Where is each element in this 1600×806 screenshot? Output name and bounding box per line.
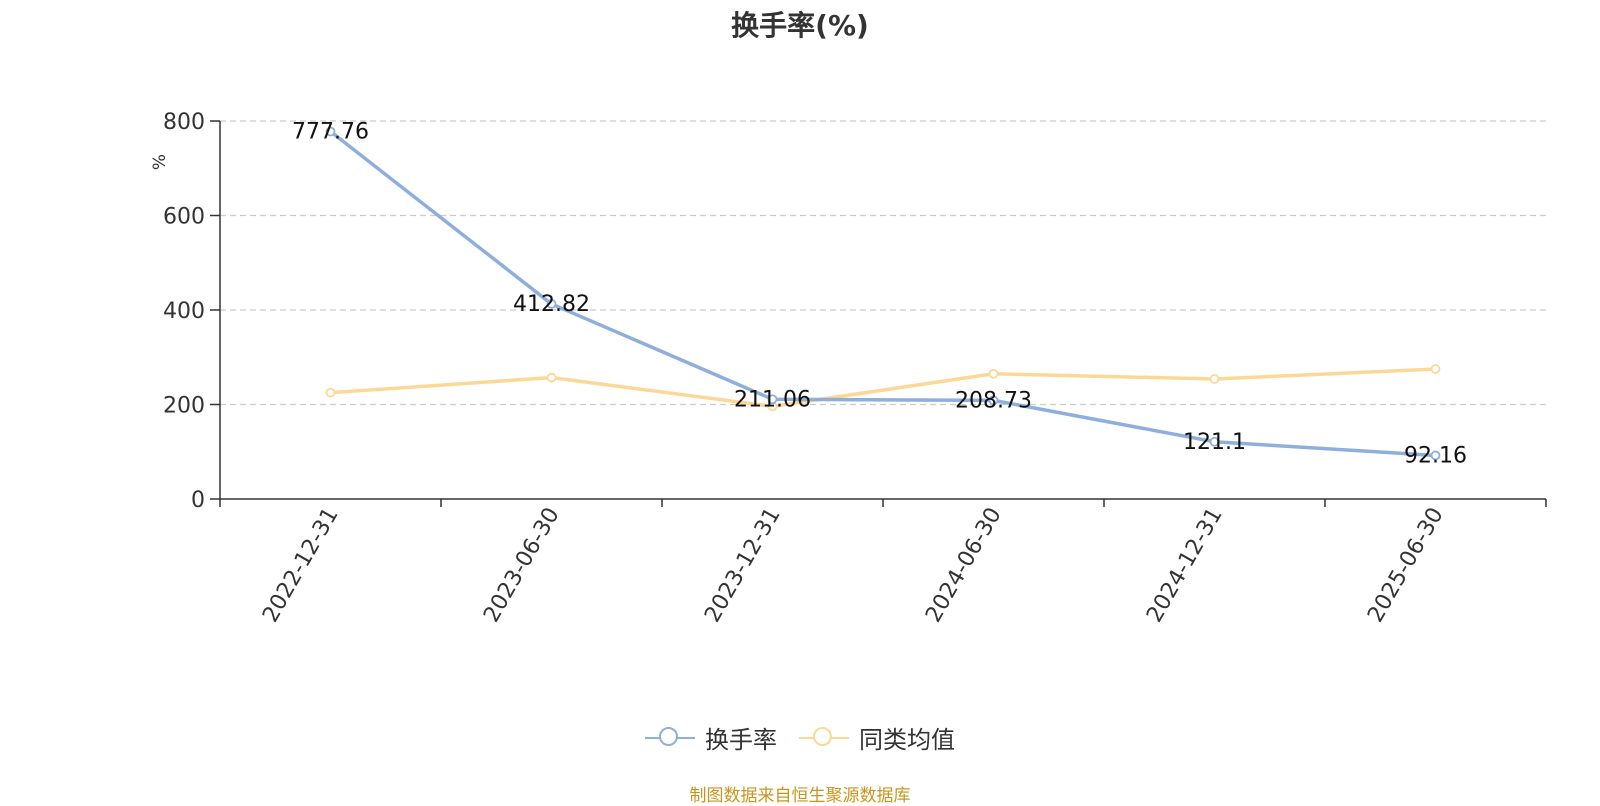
- y-tick-label: 0: [191, 488, 205, 513]
- legend: 换手率 同类均值: [0, 720, 1600, 755]
- data-point: [1430, 450, 1441, 461]
- data-point: [546, 372, 557, 383]
- grid-lines: [220, 120, 1546, 406]
- data-point: [1430, 364, 1441, 374]
- data-point: [988, 395, 999, 406]
- y-tick-label: 600: [163, 205, 205, 230]
- chart-title: 换手率(%): [731, 9, 869, 42]
- legend-symbol-icon: [645, 725, 695, 751]
- data-label: 121.1: [1183, 430, 1246, 455]
- source-note: 制图数据来自恒生聚源数据库: [689, 786, 911, 806]
- x-tick-label: 2024-06-30: [921, 504, 1007, 627]
- series-line: [330, 367, 1436, 409]
- x-tick-label: 2022-12-31: [258, 504, 344, 627]
- data-label: 211.06: [734, 387, 811, 412]
- data-point: [767, 394, 778, 405]
- data-point: [325, 387, 336, 398]
- y-tick-label: 200: [163, 394, 205, 419]
- x-tick-label: 2023-06-30: [479, 504, 565, 627]
- x-tick-label: 2023-12-31: [700, 504, 786, 627]
- data-label: 92.16: [1404, 443, 1467, 468]
- data-label: 412.82: [513, 292, 590, 317]
- legend-symbol-icon: [799, 725, 849, 751]
- data-point: [546, 299, 557, 309]
- y-axis-unit-label: %: [150, 154, 170, 170]
- data-point: [1209, 436, 1220, 447]
- series-line: [329, 130, 1436, 458]
- legend-marker: [659, 726, 678, 746]
- y-tick-label: 800: [163, 110, 205, 135]
- legend-label: 同类均值: [859, 726, 955, 754]
- y-tick-label: 400: [163, 299, 205, 324]
- series-layer: [325, 126, 1441, 461]
- data-label-layer: 777.76 412.82 211.06 208.73 121.1 92.16: [292, 120, 1467, 469]
- data-point: [1209, 374, 1220, 384]
- x-tick-label: 2024-12-31: [1142, 504, 1228, 627]
- legend-label: 换手率: [705, 726, 777, 754]
- data-label: 777.76: [292, 120, 369, 145]
- legend-item[interactable]: 同类均值: [799, 720, 955, 755]
- legend-item[interactable]: 换手率: [645, 720, 777, 755]
- x-tick-label: 2025-06-30: [1363, 504, 1449, 627]
- data-label: 208.73: [955, 388, 1032, 413]
- legend-marker: [813, 726, 832, 746]
- data-point: [988, 368, 999, 379]
- data-point: [325, 126, 336, 137]
- axes: 0 200 400 600 800 2022-12-31 2023-06-30 2023-12…: [163, 110, 1547, 627]
